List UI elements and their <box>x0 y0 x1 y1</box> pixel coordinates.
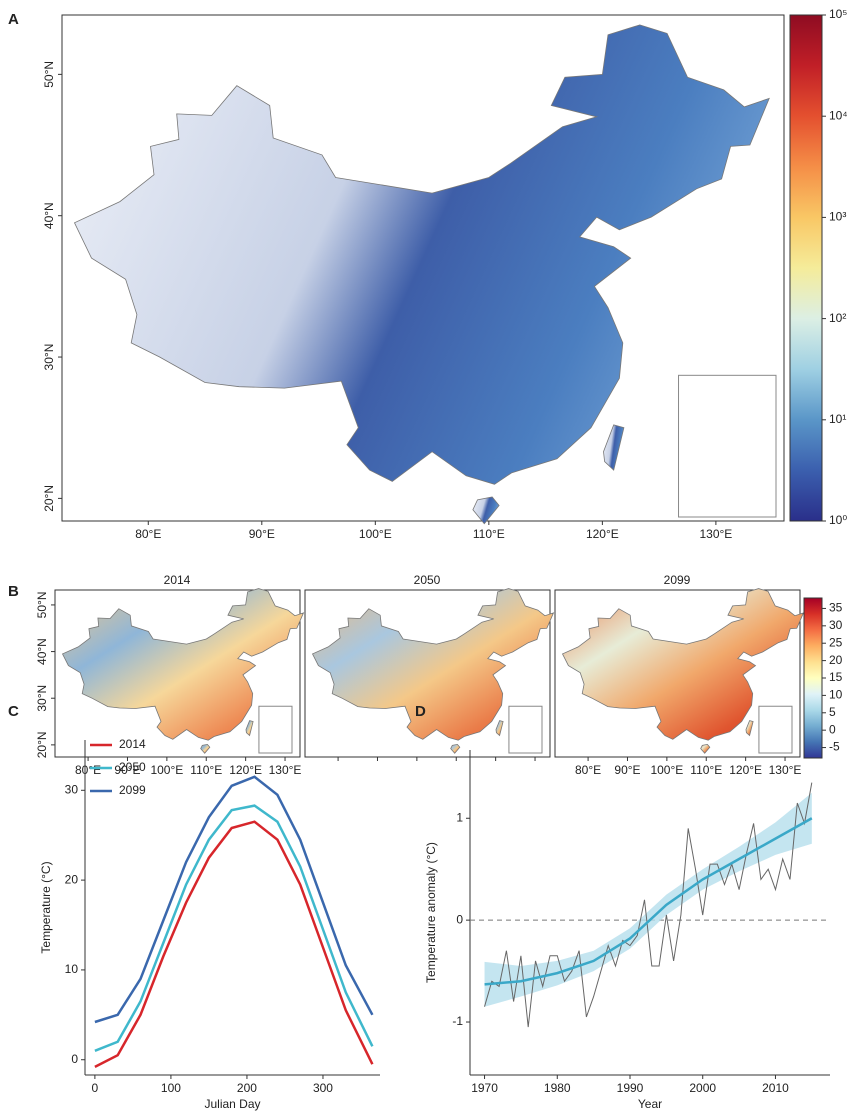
x-tick-label: 120°E <box>229 763 262 777</box>
y-tick-label: 40°N <box>35 638 49 665</box>
map-region <box>246 721 253 736</box>
colorbar-label: 10⁴ <box>829 108 848 122</box>
y-tick-label: 1 <box>456 810 463 824</box>
x-tick-label: 80°E <box>75 763 101 777</box>
map-region <box>313 589 554 741</box>
map-region <box>451 744 460 753</box>
x-tick-label: 110°E <box>690 763 722 777</box>
series-line <box>95 777 373 1022</box>
panel-title: 2014 <box>164 573 191 587</box>
map-region <box>746 721 753 736</box>
x-tick-label: 90°E <box>249 527 275 541</box>
x-tick-label: 100°E <box>150 763 183 777</box>
x-tick-label: 100 <box>161 1081 181 1095</box>
colorbar-label: 30 <box>829 618 843 632</box>
page: {"chart_data": [ {"type": "map", "label"… <box>0 0 849 1113</box>
x-tick-label: 2000 <box>689 1081 716 1095</box>
colorbar <box>790 15 822 521</box>
colorbar-label: 25 <box>829 635 843 649</box>
y-axis-title: Temperature anomaly (°C) <box>424 842 438 983</box>
panel-title: 2099 <box>664 573 691 587</box>
colorbar <box>804 598 822 758</box>
x-tick-label: 1990 <box>617 1081 644 1095</box>
panel-label: A <box>8 11 19 28</box>
x-tick-label: 130°E <box>699 527 732 541</box>
y-tick-label: 0 <box>456 912 463 926</box>
legend-label: 2050 <box>119 760 146 774</box>
y-tick-label: 20°N <box>35 731 49 758</box>
x-tick-label: 100°E <box>650 763 683 777</box>
colorbar-label: 10¹ <box>829 412 846 426</box>
y-tick-label: 10 <box>65 962 79 976</box>
y-tick-label: 50°N <box>42 61 56 88</box>
panel-title: 2050 <box>414 573 441 587</box>
colorbar-label: 15 <box>829 670 843 684</box>
x-tick-label: 1970 <box>471 1081 498 1095</box>
colorbar-label: 10³ <box>829 210 846 224</box>
series-line <box>95 822 373 1067</box>
map-region <box>75 25 770 484</box>
x-axis-title: Julian Day <box>204 1097 260 1111</box>
series-line <box>95 806 373 1051</box>
x-tick-label: 90°E <box>614 763 640 777</box>
map-region <box>201 744 210 753</box>
y-tick-label: 30°N <box>42 344 56 371</box>
y-tick-label: 20°N <box>42 485 56 512</box>
figure: A 80°E 90°E 100°E 110°E 120°E 130°E 20°N 30°N 40°… <box>0 0 849 1113</box>
x-tick-label: 80°E <box>575 763 601 777</box>
panel-label: C <box>8 703 19 720</box>
colorbar-label: 10⁵ <box>829 7 847 21</box>
panel-label: B <box>8 583 19 600</box>
x-tick-label: 110°E <box>190 763 222 777</box>
map-region <box>496 721 503 736</box>
y-tick-label: 30 <box>65 782 79 796</box>
map-region <box>473 497 499 524</box>
map-region <box>63 589 304 741</box>
y-axis-title: Temperature (°C) <box>39 861 53 953</box>
map-inset <box>679 375 776 517</box>
x-axis-title: Year <box>638 1097 662 1111</box>
x-tick-label: 0 <box>92 1081 99 1095</box>
x-tick-label: 120°E <box>729 763 762 777</box>
x-tick-label: 130°E <box>269 763 302 777</box>
x-tick-label: 200 <box>237 1081 257 1095</box>
map-region <box>604 425 624 470</box>
colorbar-label: -5 <box>829 740 840 754</box>
colorbar-label: 10 <box>829 688 843 702</box>
colorbar-label: 10² <box>829 311 846 325</box>
x-tick-label: 100°E <box>359 527 392 541</box>
map-inset <box>759 706 792 753</box>
map-region <box>563 589 804 741</box>
y-tick-label: 30°N <box>35 685 49 712</box>
colorbar-label: 10⁰ <box>829 513 847 527</box>
x-tick-label: 2010 <box>762 1081 789 1095</box>
panel-label: D <box>415 703 426 720</box>
y-tick-label: -1 <box>452 1014 463 1028</box>
y-tick-label: 40°N <box>42 202 56 229</box>
x-tick-label: 110°E <box>473 527 505 541</box>
map-inset <box>259 706 292 753</box>
y-tick-label: 20 <box>65 872 79 886</box>
colorbar-label: 5 <box>829 705 836 719</box>
x-tick-label: 130°E <box>769 763 802 777</box>
x-tick-label: 120°E <box>586 527 619 541</box>
map-inset <box>509 706 542 753</box>
colorbar-label: 20 <box>829 653 843 667</box>
x-tick-label: 80°E <box>135 527 161 541</box>
x-tick-label: 300 <box>313 1081 333 1095</box>
map-region <box>701 744 710 753</box>
colorbar-label: 0 <box>829 722 836 736</box>
x-tick-label: 1980 <box>544 1081 571 1095</box>
legend-label: 2014 <box>119 737 146 751</box>
legend-label: 2099 <box>119 783 146 797</box>
y-tick-label: 0 <box>71 1052 78 1066</box>
y-tick-label: 50°N <box>35 592 49 619</box>
colorbar-label: 35 <box>829 601 843 615</box>
